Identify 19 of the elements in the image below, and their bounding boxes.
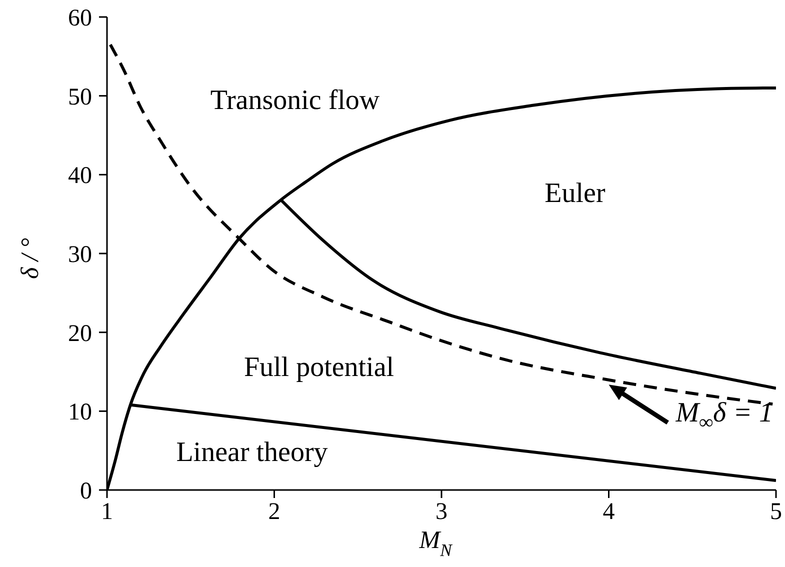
x-tick-label: 2	[268, 499, 280, 526]
y-tick-label: 10	[68, 400, 92, 426]
y-axis-title: δ / °	[16, 238, 44, 280]
annotation: Full potential	[244, 352, 394, 382]
y-tick-label: 0	[80, 478, 92, 505]
y-tick-label: 30	[68, 242, 92, 268]
y-tick-label: 20	[68, 320, 92, 347]
x-tick-label: 4	[602, 499, 615, 526]
annotation: Transonic flow	[210, 84, 380, 116]
y-tick-label: 50	[68, 84, 92, 110]
annotation: M$_{∞}$δ = 1	[674, 397, 773, 434]
y-tick-label: 40	[68, 163, 92, 190]
x-axis-title: M$_{N}$	[418, 526, 454, 560]
annotation: Linear theory	[176, 436, 328, 468]
x-tick-label: 1	[101, 499, 113, 526]
y-tick-label: 60	[68, 6, 92, 32]
x-tick-label: 5	[770, 499, 782, 526]
annotation: Euler	[544, 178, 606, 208]
x-tick-label: 3	[436, 499, 448, 526]
